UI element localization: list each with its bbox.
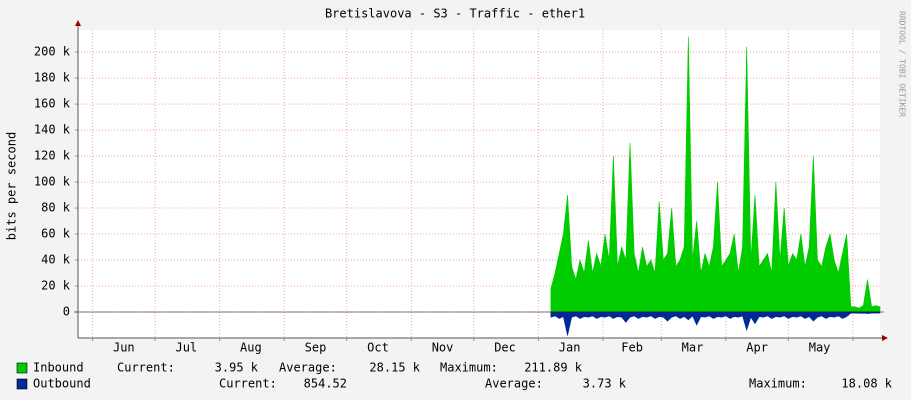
x-tick-label: May [809, 341, 831, 355]
legend-stat-label: Current: [117, 361, 175, 375]
x-tick-label: Nov [432, 341, 454, 355]
legend-swatch [16, 362, 28, 374]
legend-stat-label: Maximum: [749, 377, 807, 391]
legend-stat-label: Average: [279, 361, 337, 375]
x-tick-label: Mar [682, 341, 704, 355]
x-tick-label: Jun [113, 341, 135, 355]
legend-stat-value: 854.52 [304, 377, 347, 391]
x-tick-label: Oct [367, 341, 389, 355]
y-axis-label: bits per second [5, 132, 19, 240]
legend-stat-value: 18.08 k [841, 377, 892, 391]
legend-stat-value: 3.95 k [215, 361, 259, 375]
legend-swatch [16, 378, 28, 390]
legend-entry: Outbound [33, 377, 91, 391]
x-tick-label: Jan [559, 341, 581, 355]
y-tick-label: 160 k [34, 97, 71, 111]
y-tick-label: 80 k [41, 201, 71, 215]
legend-stat-label: Current: [219, 377, 277, 391]
legend-stat-label: Average: [485, 377, 543, 391]
y-tick-label: 20 k [41, 279, 71, 293]
area [550, 311, 881, 336]
legend-stat-label: Maximum: [440, 361, 498, 375]
x-tick-label: Sep [305, 341, 327, 355]
x-arrow [882, 335, 888, 341]
x-tick-label: Jul [175, 341, 197, 355]
area [550, 36, 881, 313]
y-tick-label: 180 k [34, 71, 71, 85]
y-tick-label: 60 k [41, 227, 71, 241]
legend-stat-value: 211.89 k [524, 361, 583, 375]
chart-title: Bretislavova - S3 - Traffic - ether1 [325, 7, 585, 21]
y-tick-label: 120 k [34, 149, 71, 163]
legend-stat-value: 3.73 k [583, 377, 627, 391]
y-arrow [75, 20, 81, 26]
x-tick-label: Apr [746, 341, 768, 355]
x-tick-label: Feb [621, 341, 643, 355]
x-tick-label: Dec [494, 341, 516, 355]
legend-stat-value: 28.15 k [369, 361, 420, 375]
legend-entry: Inbound [33, 361, 84, 375]
y-tick-label: 0 [63, 305, 70, 319]
y-tick-label: 40 k [41, 253, 71, 267]
x-tick-label: Aug [240, 341, 262, 355]
y-tick-label: 100 k [34, 175, 71, 189]
watermark: RRDTOOL / TOBI OETIKER [898, 11, 907, 117]
y-tick-label: 200 k [34, 45, 71, 59]
y-tick-label: 140 k [34, 123, 71, 137]
